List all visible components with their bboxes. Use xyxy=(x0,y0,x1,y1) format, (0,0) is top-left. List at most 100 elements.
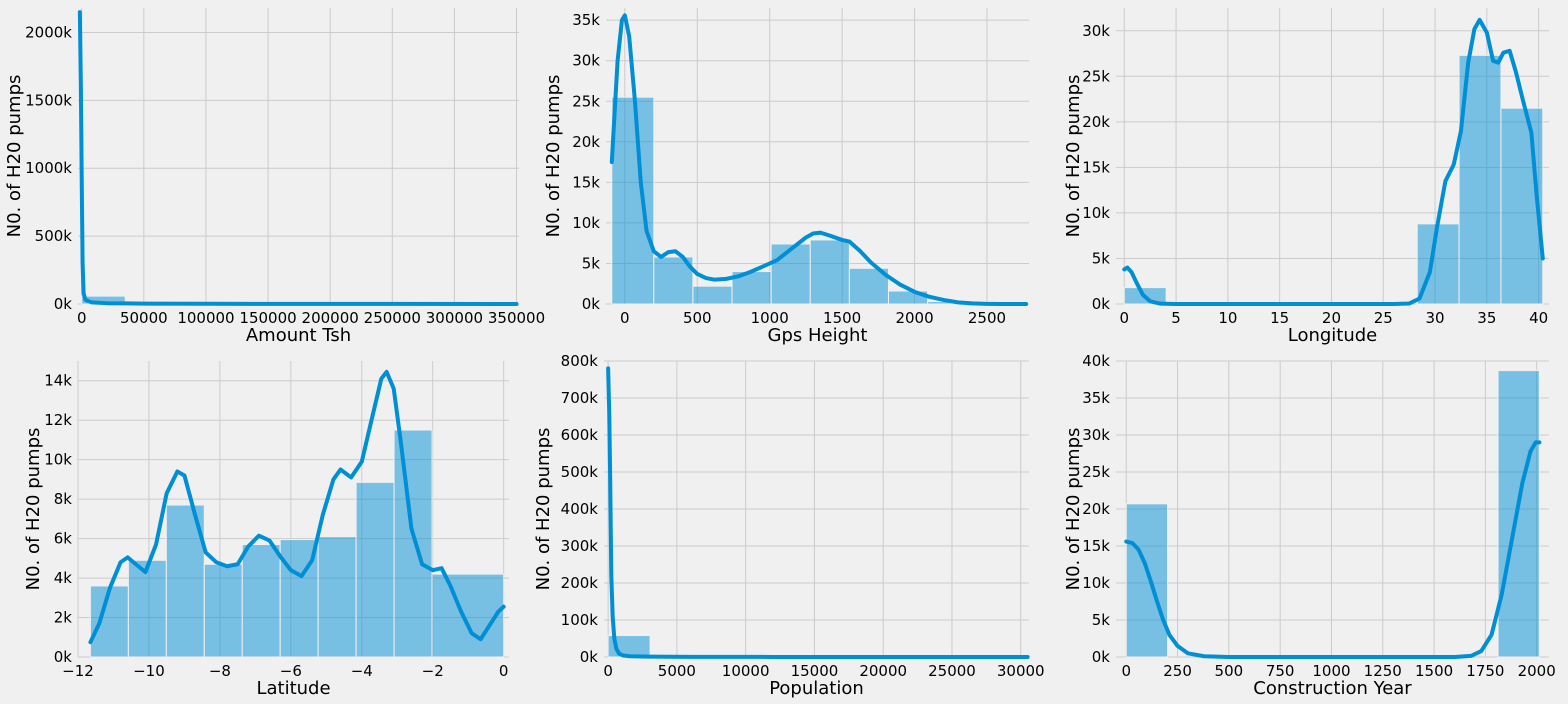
y-tick-label: 20k xyxy=(572,133,600,151)
histogram-bar xyxy=(1497,370,1540,658)
kde-line xyxy=(1124,440,1542,659)
histogram-bar xyxy=(1125,503,1169,658)
x-tick-label: 350000 xyxy=(488,309,545,327)
y-tick-label: 10k xyxy=(1082,574,1110,592)
y-tick-label: 700k xyxy=(561,389,599,407)
y-tick-label: 100k xyxy=(561,611,599,629)
x-tick-label: 10 xyxy=(1218,309,1237,327)
kde-line xyxy=(88,369,506,645)
y-tick-label: 1500k xyxy=(25,91,72,109)
x-tick-label: 150000 xyxy=(239,309,296,327)
kde-line xyxy=(606,366,1030,659)
y-tick-label: 30k xyxy=(572,52,600,70)
y-tick-label: 35k xyxy=(572,11,600,29)
x-tick-label: 500 xyxy=(1215,662,1244,680)
x-tick-label: 750 xyxy=(1266,662,1295,680)
y-tick-label: 0k xyxy=(580,648,599,666)
y-tick-label: 6k xyxy=(54,530,73,548)
y-tick-label: 4k xyxy=(54,569,73,587)
x-tick-label: −6 xyxy=(280,662,302,680)
x-tick-label: 15 xyxy=(1270,309,1289,327)
kde-line xyxy=(77,10,519,306)
y-tick-label: 30k xyxy=(1082,426,1110,444)
y-tick-label: 0k xyxy=(1092,648,1111,666)
y-tick-label: 20k xyxy=(1082,500,1110,518)
y-tick-label: 25k xyxy=(1082,67,1110,85)
y-tick-label: 10k xyxy=(1082,204,1110,222)
x-tick-label: 0 xyxy=(1120,309,1130,327)
x-tick-label: 250 xyxy=(1163,662,1192,680)
subplot-3: 0 5 10 15 20 25 30 35 40 0k 5k 10k 15k 20k 25k 30k Longi… xyxy=(1063,8,1549,346)
x-tick-label: 100000 xyxy=(177,309,234,327)
x-tick-label: 1000 xyxy=(751,309,789,327)
y-tick-label: 600k xyxy=(561,426,599,444)
y-tick-label: 30k xyxy=(1082,22,1110,40)
y-tick-label: 35k xyxy=(1082,389,1110,407)
histogram-bar xyxy=(809,239,850,305)
y-tick-label: 0k xyxy=(54,648,73,666)
y-axis-label: N0. of H20 pumps xyxy=(533,428,554,591)
x-tick-label: −4 xyxy=(351,662,373,680)
subplot-2: 0 500 1000 1500 2000 2500 0k 5k 10k 15k 20k 25k 30k 3… xyxy=(543,8,1029,346)
y-tick-label: 12k xyxy=(44,411,72,429)
y-axis-label: N0. of H20 pumps xyxy=(1063,428,1084,591)
x-tick-label: 2500 xyxy=(968,309,1006,327)
y-axis-label: N0. of H20 pumps xyxy=(23,428,44,591)
y-axis-label: N0. of H20 pumps xyxy=(1063,75,1084,238)
x-tick-label: −2 xyxy=(422,662,444,680)
x-axis-label: Latitude xyxy=(256,678,330,699)
x-tick-label: −8 xyxy=(209,662,231,680)
y-axis-label: N0. of H20 pumps xyxy=(4,75,25,238)
subplot-4: −12 −10 −8 −6 −4 −2 0 0k 2k 4k 6k 8k 10k 12k 14k Latitu… xyxy=(23,361,509,699)
histogram-bar xyxy=(770,243,811,305)
y-tick-label: 400k xyxy=(561,500,599,518)
x-tick-label: 5000 xyxy=(658,662,696,680)
subplot-6: 0 250 500 750 1000 1250 1500 1750 2000 0k 5k 10k 15k… xyxy=(1063,352,1556,699)
histogram-bar xyxy=(203,563,243,658)
y-tick-label: 10k xyxy=(572,214,600,232)
x-tick-label: 1500 xyxy=(1415,662,1453,680)
x-tick-label: 20000 xyxy=(859,662,907,680)
x-tick-label: 30000 xyxy=(997,662,1045,680)
x-tick-label: 50000 xyxy=(120,309,168,327)
histogram-bar xyxy=(692,285,733,305)
x-tick-label: 0 xyxy=(499,662,509,680)
y-tick-label: 800k xyxy=(561,352,599,370)
y-tick-label: 500k xyxy=(561,463,599,481)
x-tick-label: 30 xyxy=(1426,309,1445,327)
x-axis-label: Longitude xyxy=(1288,325,1378,346)
x-tick-label: 0 xyxy=(77,309,87,327)
y-tick-label: 2k xyxy=(54,609,73,627)
x-axis-label: Gps Height xyxy=(768,325,868,346)
x-tick-label: 200000 xyxy=(302,309,359,327)
y-tick-label: 25k xyxy=(572,92,600,110)
x-tick-label: 25000 xyxy=(928,662,976,680)
x-tick-label: 0 xyxy=(620,309,630,327)
x-tick-label: 20 xyxy=(1322,309,1341,327)
x-tick-label: 250000 xyxy=(364,309,421,327)
kde-line xyxy=(609,13,1029,306)
y-tick-label: 0k xyxy=(54,295,73,313)
y-tick-label: 8k xyxy=(54,490,73,508)
x-tick-label: 1250 xyxy=(1364,662,1402,680)
histogram-bar xyxy=(241,544,281,658)
histogram-bar xyxy=(317,536,357,658)
y-tick-label: 15k xyxy=(572,173,600,191)
y-tick-label: 0k xyxy=(1092,295,1111,313)
x-axis-label: Population xyxy=(769,678,864,699)
y-tick-label: 15k xyxy=(1082,537,1110,555)
subplot-1: 0 50000 100000 150000 200000 250000 300000 3500… xyxy=(4,8,545,346)
histogram-bar xyxy=(89,585,129,658)
kde-line xyxy=(1122,17,1545,306)
x-tick-label: 300000 xyxy=(426,309,483,327)
histogram-bar xyxy=(431,573,505,658)
x-axis-label: Construction Year xyxy=(1253,678,1412,699)
x-tick-label: 2000 xyxy=(1518,662,1556,680)
y-tick-label: 2000k xyxy=(25,23,72,41)
y-tick-label: 200k xyxy=(561,574,599,592)
x-tick-label: 1500 xyxy=(823,309,861,327)
y-tick-label: 40k xyxy=(1082,352,1110,370)
x-tick-label: 15000 xyxy=(791,662,839,680)
y-tick-label: 5k xyxy=(582,254,601,272)
